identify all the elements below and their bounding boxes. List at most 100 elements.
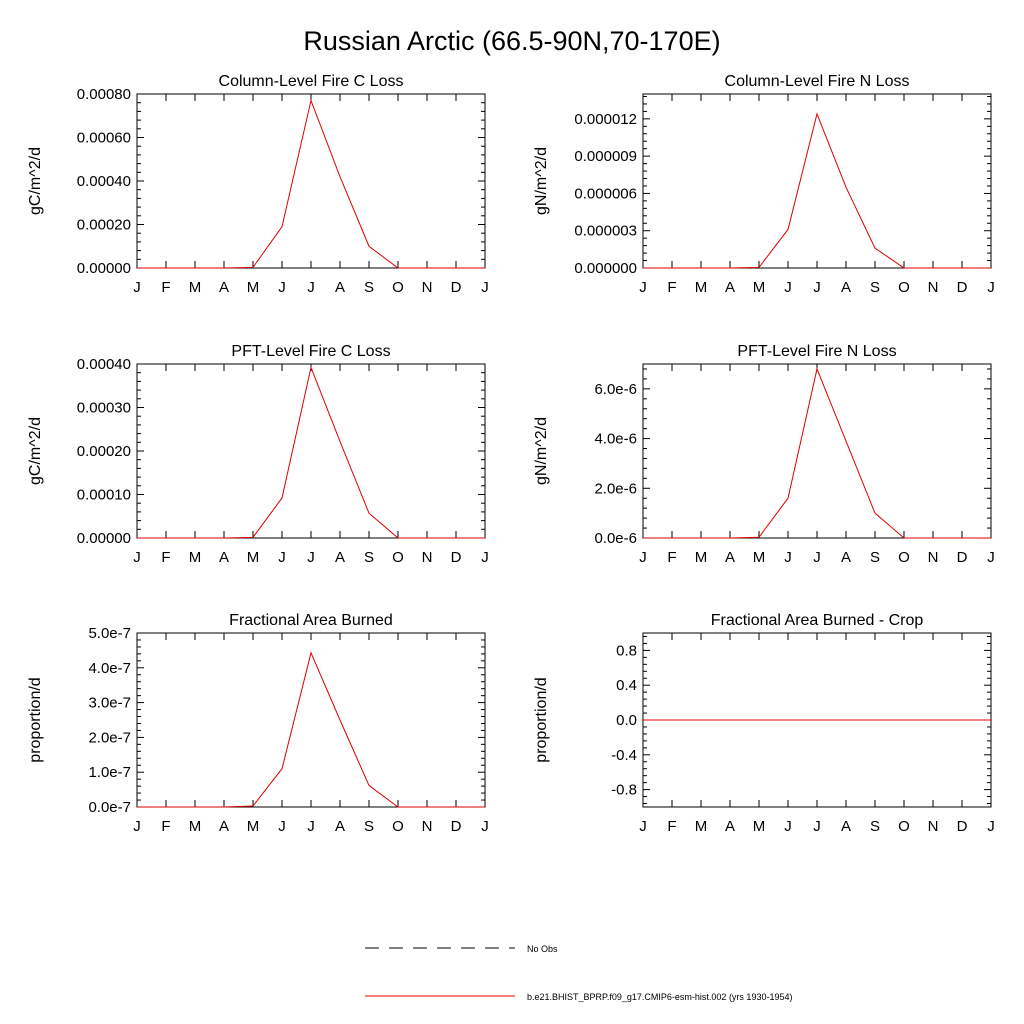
x-tick-label: D — [957, 818, 968, 835]
x-tick-label: M — [753, 279, 766, 296]
series-line-1 — [137, 651, 485, 808]
y-tick-label: 0.00040 — [77, 356, 131, 373]
y-axis-label: proportion/d — [533, 677, 550, 762]
plot-frame — [136, 363, 486, 539]
x-tick-label: A — [841, 818, 851, 835]
x-tick-label: D — [451, 549, 462, 566]
x-tick-label: A — [219, 818, 229, 835]
x-tick-label: N — [928, 818, 939, 835]
x-tick-label: A — [841, 549, 851, 566]
x-tick-label: J — [278, 279, 286, 296]
x-tick-label: M — [189, 549, 202, 566]
y-tick-label: 4.0e-6 — [594, 431, 637, 448]
x-tick-label: J — [307, 279, 315, 296]
y-tick-label: -0.4 — [611, 747, 637, 764]
plot-frame — [642, 93, 992, 269]
legend: No Obs b.e21.BHIST_BPRP.f09_g17.CMIP6-es… — [365, 944, 792, 1002]
figure-title: Russian Arctic (66.5-90N,70-170E) — [303, 26, 720, 56]
legend-label-model: b.e21.BHIST_BPRP.f09_g17.CMIP6-esm-hist.… — [527, 992, 792, 1002]
x-tick-label: N — [928, 279, 939, 296]
x-tick-label: J — [639, 549, 647, 566]
y-axis-label: gC/m^2/d — [27, 147, 44, 215]
x-tick-label: A — [335, 279, 345, 296]
x-tick-label: F — [667, 279, 676, 296]
x-tick-label: J — [987, 549, 995, 566]
y-tick-label: 0.000003 — [574, 223, 637, 240]
x-tick-label: J — [784, 818, 792, 835]
panel-title: PFT-Level Fire N Loss — [737, 343, 896, 360]
y-tick-label: 0.0 — [616, 712, 637, 729]
x-tick-label: J — [639, 818, 647, 835]
y-tick-label: 0.00000 — [77, 260, 131, 277]
x-tick-label: J — [307, 818, 315, 835]
y-tick-label: 0.4 — [616, 677, 637, 694]
x-tick-label: S — [870, 279, 880, 296]
y-axis-label: gN/m^2/d — [533, 147, 550, 215]
x-tick-label: F — [161, 818, 170, 835]
x-tick-label: N — [928, 549, 939, 566]
y-tick-label: 1.0e-7 — [88, 764, 131, 781]
x-tick-label: A — [335, 549, 345, 566]
x-tick-label: O — [898, 818, 910, 835]
x-tick-label: M — [247, 549, 260, 566]
x-tick-label: D — [957, 279, 968, 296]
series-line-1 — [643, 112, 991, 269]
y-tick-label: 2.0e-6 — [594, 480, 637, 497]
x-tick-label: M — [695, 279, 708, 296]
x-tick-label: M — [753, 549, 766, 566]
x-tick-label: J — [813, 549, 821, 566]
y-tick-label: 5.0e-7 — [88, 625, 131, 642]
x-tick-label: M — [247, 818, 260, 835]
x-tick-label: O — [898, 549, 910, 566]
x-tick-label: O — [392, 549, 404, 566]
y-tick-label: 0.00060 — [77, 130, 131, 147]
x-tick-label: J — [987, 279, 995, 296]
x-tick-label: D — [451, 818, 462, 835]
x-tick-label: O — [898, 279, 910, 296]
x-tick-label: M — [189, 818, 202, 835]
x-tick-label: N — [422, 818, 433, 835]
x-tick-label: A — [841, 279, 851, 296]
x-tick-label: O — [392, 818, 404, 835]
x-tick-label: J — [481, 818, 489, 835]
panel-title: Column-Level Fire N Loss — [725, 73, 910, 90]
x-tick-label: F — [161, 279, 170, 296]
x-tick-label: A — [725, 279, 735, 296]
x-tick-label: N — [422, 279, 433, 296]
x-tick-label: J — [278, 818, 286, 835]
x-tick-label: J — [639, 279, 647, 296]
x-tick-label: D — [957, 549, 968, 566]
y-tick-label: 4.0e-7 — [88, 660, 131, 677]
panel-title: Fractional Area Burned - Crop — [711, 612, 924, 629]
y-tick-label: 2.0e-7 — [88, 729, 131, 746]
x-tick-label: S — [870, 818, 880, 835]
x-tick-label: F — [667, 549, 676, 566]
y-tick-label: 0.00080 — [77, 86, 131, 103]
x-tick-label: S — [870, 549, 880, 566]
x-tick-label: J — [133, 279, 141, 296]
y-tick-label: 0.0e-6 — [594, 530, 637, 547]
panel-title: PFT-Level Fire C Loss — [231, 343, 390, 360]
series-line-1 — [137, 365, 485, 539]
x-tick-label: O — [392, 279, 404, 296]
x-tick-label: A — [725, 549, 735, 566]
y-tick-label: 0.00020 — [77, 443, 131, 460]
x-tick-label: J — [307, 549, 315, 566]
x-tick-label: J — [278, 549, 286, 566]
x-tick-label: J — [481, 549, 489, 566]
y-tick-label: 0.00000 — [77, 530, 131, 547]
series-line-1 — [643, 367, 991, 539]
y-tick-label: 0.00030 — [77, 400, 131, 417]
x-tick-label: D — [451, 279, 462, 296]
legend-label-no-obs: No Obs — [527, 944, 558, 954]
x-tick-label: J — [784, 279, 792, 296]
x-tick-label: S — [364, 279, 374, 296]
x-tick-label: M — [695, 549, 708, 566]
x-tick-label: A — [219, 279, 229, 296]
x-tick-label: M — [695, 818, 708, 835]
